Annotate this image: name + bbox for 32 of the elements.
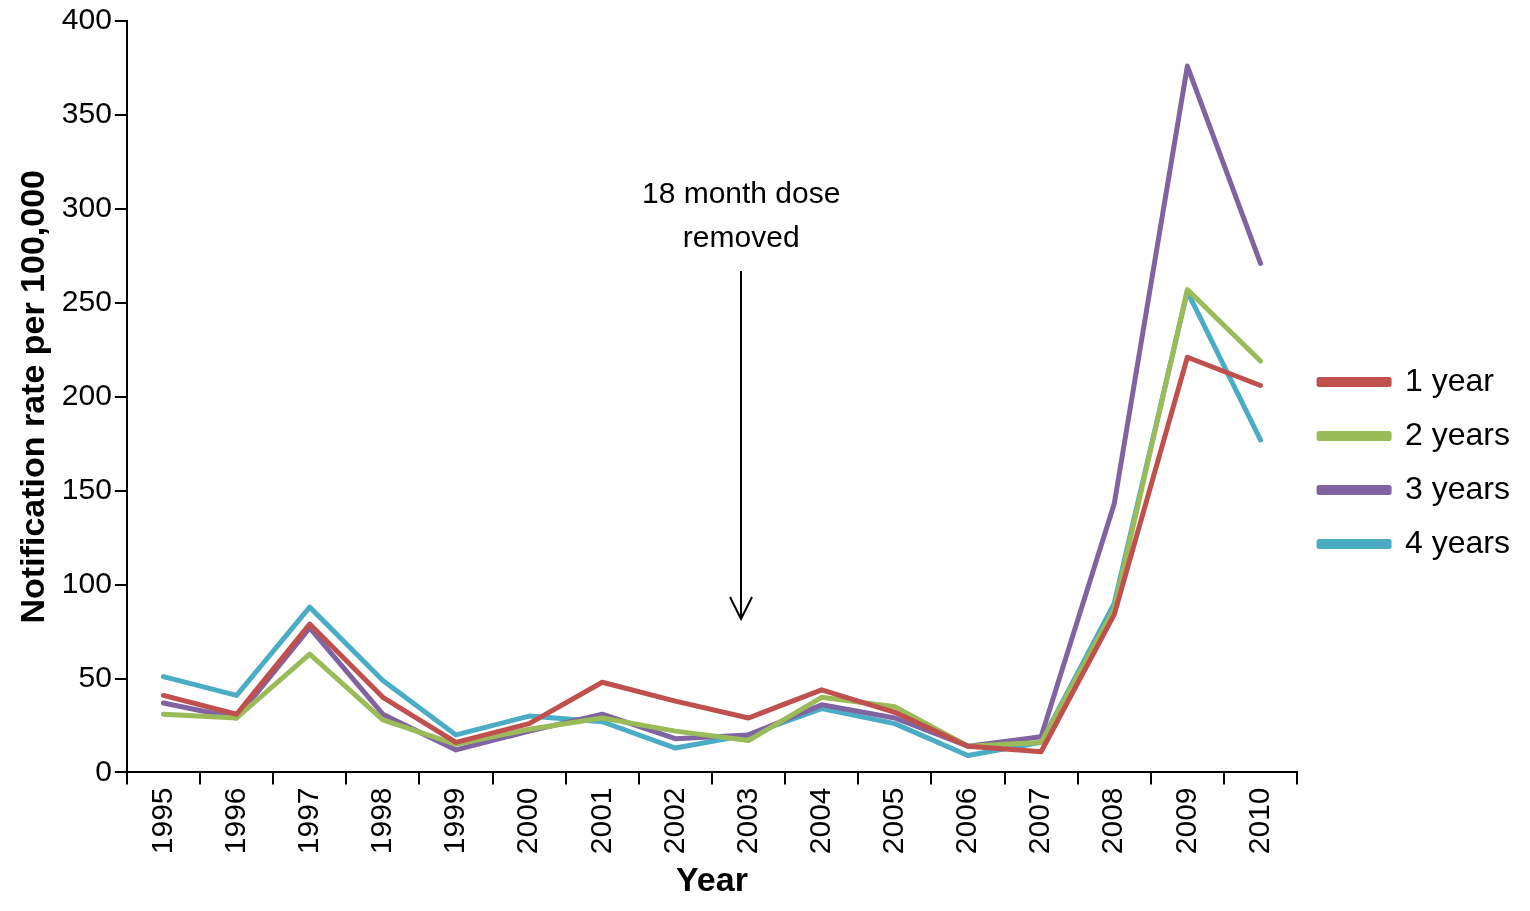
x-tick-label: 2003 (729, 787, 763, 855)
y-tick-label: 100 (61, 565, 112, 599)
legend-label: 4 years (1405, 523, 1510, 560)
y-tick-label: 200 (61, 378, 112, 411)
x-tick-label: 2002 (656, 787, 690, 855)
x-tick-label: 1998 (364, 787, 398, 855)
y-tick-label: 350 (61, 96, 112, 130)
x-tick-label: 2007 (1022, 787, 1056, 855)
x-tick-label: 2009 (1168, 787, 1202, 855)
legend-label: 1 year (1405, 361, 1495, 398)
y-tick-label: 0 (95, 753, 112, 787)
legend-label: 3 years (1405, 469, 1510, 506)
y-tick-label: 250 (61, 284, 112, 318)
x-tick-label: 1997 (290, 787, 324, 855)
x-tick-label: 2006 (949, 787, 983, 855)
x-axis-title: Year (676, 859, 748, 898)
y-tick-label: 300 (61, 190, 112, 224)
legend-label: 2 years (1405, 415, 1510, 452)
x-tick-label: 1999 (437, 787, 471, 855)
x-tick-label: 2010 (1241, 787, 1275, 855)
x-tick-label: 2008 (1095, 787, 1129, 855)
x-tick-label: 2005 (876, 787, 910, 855)
y-axis-title: Notification rate per 100,000 (12, 169, 51, 624)
x-tick-label: 2000 (510, 787, 544, 855)
annotation: 18 month dose removed (640, 175, 842, 255)
y-tick-label: 50 (78, 659, 112, 693)
x-tick-label: 1996 (217, 787, 251, 855)
x-tick-label: 1995 (144, 787, 178, 855)
x-tick-label: 2004 (802, 787, 836, 855)
x-tick-label: 2001 (583, 787, 617, 855)
y-tick-label: 150 (61, 471, 112, 505)
y-tick-label: 400 (61, 2, 112, 36)
